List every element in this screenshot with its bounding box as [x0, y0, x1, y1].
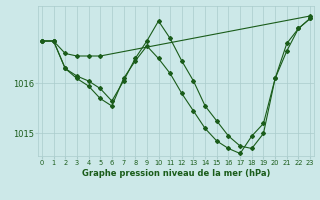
- X-axis label: Graphe pression niveau de la mer (hPa): Graphe pression niveau de la mer (hPa): [82, 169, 270, 178]
